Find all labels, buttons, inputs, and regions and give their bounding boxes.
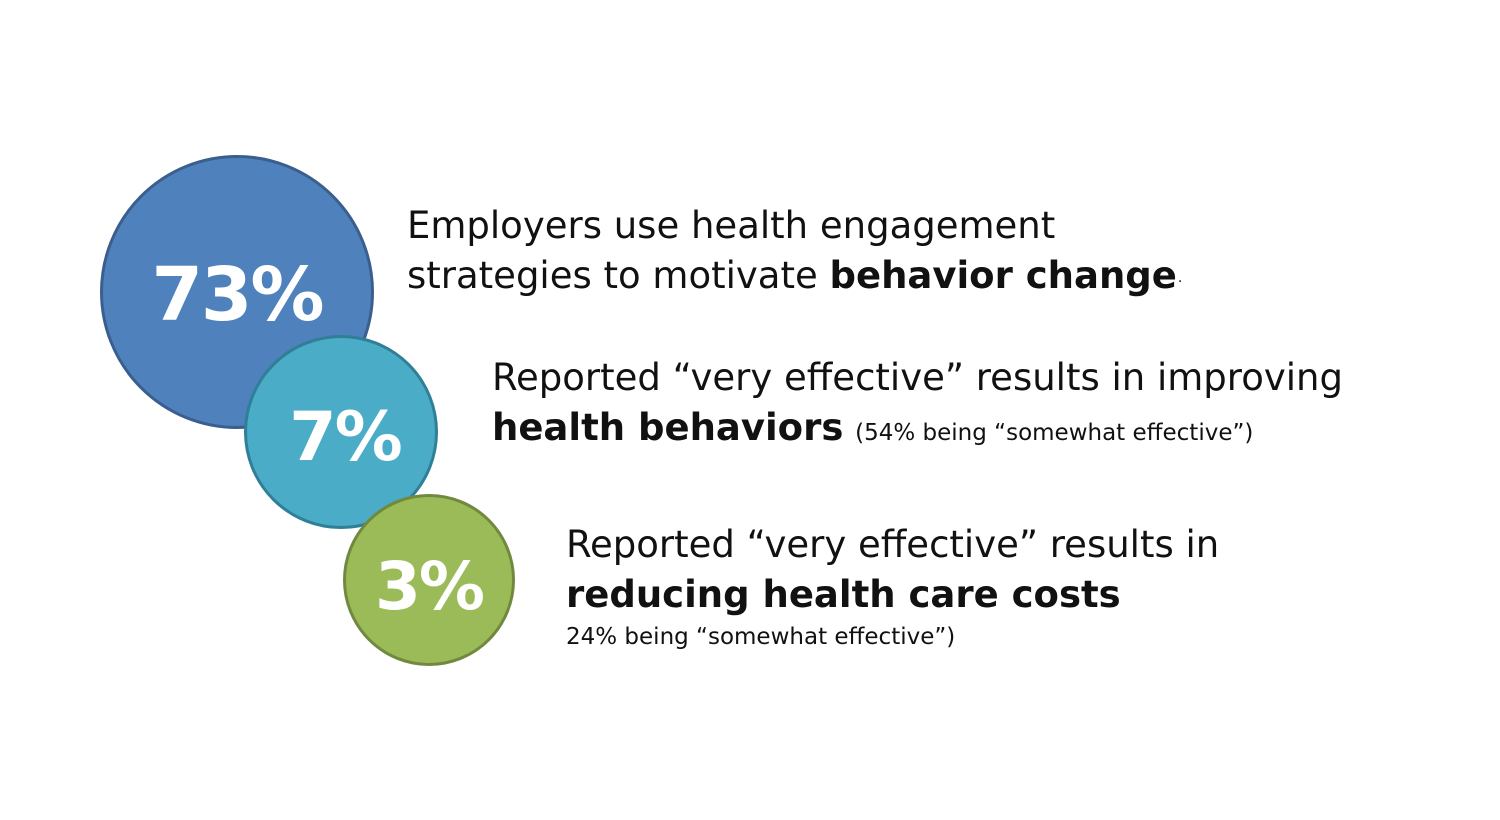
stat-value-3: 3% — [374, 548, 485, 625]
stat-circle-73: 73% — [100, 155, 374, 429]
stat-value-73: 73% — [151, 252, 324, 338]
statement-emphasis: health behaviors — [492, 406, 844, 449]
statement-emphasis: reducing health care costs — [566, 573, 1121, 616]
stat-circle-3: 3% — [343, 494, 515, 666]
statement-line: reducing health care costs — [566, 570, 1219, 620]
statement-note: (54% being “somewhat effective”) — [855, 420, 1254, 446]
statement-behavior-change: Employers use health engagement strategi… — [407, 201, 1182, 303]
statement-line: Reported “very effective” results in imp… — [492, 356, 1343, 399]
statement-line: Reported “very effective” results in — [566, 523, 1220, 566]
statement-line: strategies to motivate behavior change. — [407, 251, 1182, 303]
statement-health-care-costs: Reported “very effective” results in red… — [566, 520, 1219, 654]
statement-text: strategies to motivate — [407, 254, 830, 297]
statement-health-behaviors: Reported “very effective” results in imp… — [492, 353, 1343, 458]
stat-value-7: 7% — [289, 398, 402, 477]
statement-emphasis: behavior change — [829, 254, 1177, 297]
statement-line: Employers use health engagement — [407, 204, 1056, 247]
trailing-dot: . — [1177, 269, 1183, 286]
statement-note: 24% being “somewhat effective”) — [566, 624, 956, 650]
statement-line: health behaviors (54% being “somewhat ef… — [492, 403, 1343, 458]
